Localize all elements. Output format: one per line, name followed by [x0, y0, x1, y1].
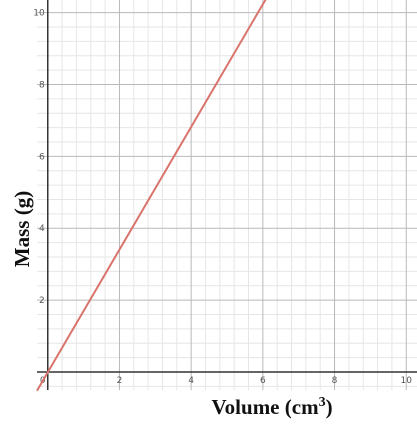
- minor-grid: [37, 0, 417, 390]
- x-axis-title: Volume (cm3): [211, 395, 332, 419]
- y-tick-label: 8: [39, 80, 45, 90]
- major-grid: [37, 0, 417, 390]
- x-tick-label: 4: [188, 376, 194, 386]
- x-tick-label: 2: [117, 376, 123, 386]
- series: [36, 0, 267, 392]
- x-axis-title-text: Volume (cm: [211, 395, 319, 419]
- series-line: [36, 0, 267, 392]
- x-tick-label: 10: [401, 376, 413, 386]
- x-tick-label: 6: [260, 376, 266, 386]
- y-tick-label: 4: [39, 224, 45, 234]
- axes: [37, 0, 417, 390]
- y-axis-title: Mass (g): [10, 191, 34, 267]
- x-tick-label: 8: [332, 376, 338, 386]
- x-axis-title-close: ): [326, 395, 333, 419]
- y-tick-label: 10: [33, 9, 45, 19]
- x-axis-title-superscript: 3: [319, 395, 326, 410]
- y-tick-label: 2: [39, 296, 45, 306]
- y-tick-label: 6: [39, 152, 45, 162]
